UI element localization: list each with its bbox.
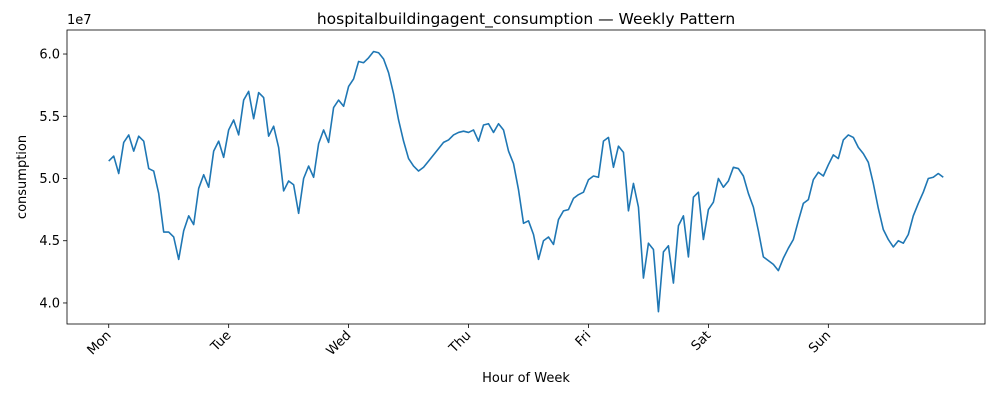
x-tick-label: Thu [446,328,475,357]
chart-title: hospitalbuildingagent_consumption — Week… [317,10,735,29]
y-tick-label: 5.0 [39,172,60,187]
y-tick-label: 4.0 [39,296,60,311]
x-tick-label: Fri [573,328,595,350]
y-axis-label: consumption [15,135,30,219]
y-tick-label: 5.5 [39,110,60,125]
plot-frame [66,29,986,325]
y-offset-label: 1e7 [67,13,92,28]
data-line [108,50,944,313]
x-axis-label: Hour of Week [482,371,570,386]
x-tick-label: Mon [85,328,115,358]
x-tick-label: Sun [806,328,834,356]
x-tick-label: Tue [207,328,234,355]
y-tick-label: 6.0 [39,48,60,63]
x-tick-label: Sat [689,328,715,354]
y-tick-label: 4.5 [39,234,60,249]
x-tick-label: Wed [324,328,355,359]
